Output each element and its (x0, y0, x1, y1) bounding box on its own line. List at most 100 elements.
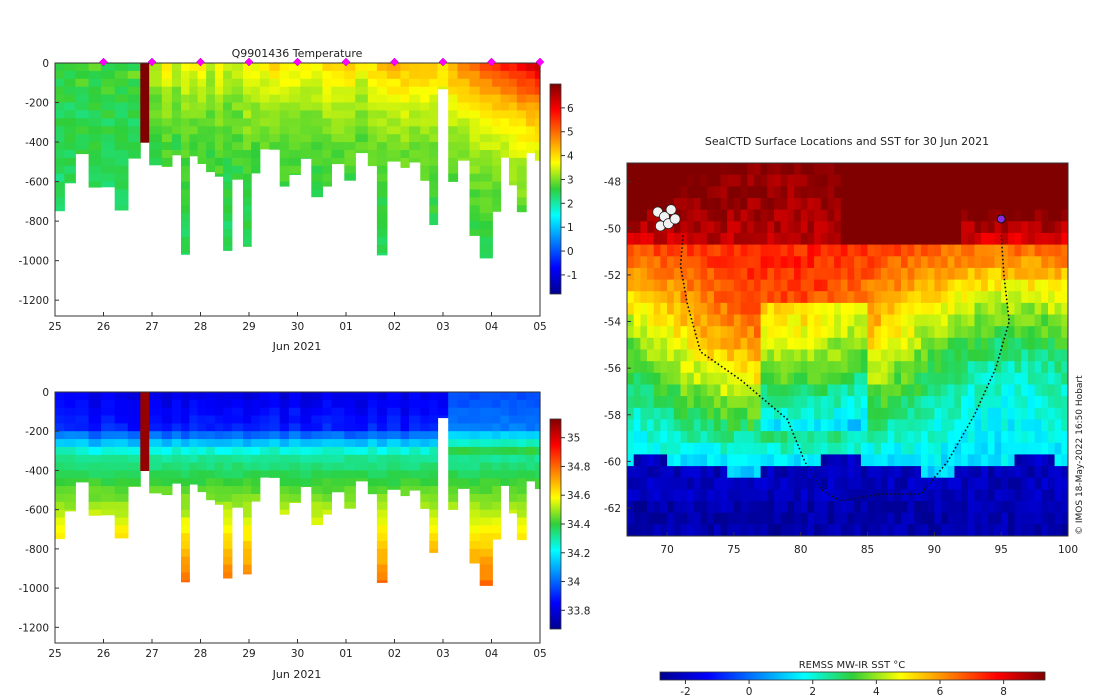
section-cell (181, 392, 190, 401)
sst-cell (887, 524, 895, 536)
section-cell (259, 462, 270, 471)
sst-cell (760, 267, 768, 281)
section-cell (214, 501, 224, 505)
sst-cell (1054, 396, 1062, 409)
x-tick-label: 26 (97, 321, 111, 333)
sst-cell (767, 454, 775, 467)
salinity-cells (55, 392, 541, 586)
sst-cell (967, 407, 975, 420)
sst-cell (834, 174, 842, 187)
sst-cell (947, 372, 955, 385)
sst-cell (974, 163, 982, 176)
section-cell (171, 407, 182, 417)
sst-cell (700, 361, 708, 374)
section-cell (251, 78, 261, 88)
section-cell (251, 462, 261, 471)
sst-cell (687, 256, 695, 269)
section-cell (64, 86, 76, 96)
colorbar-tick-label: 34.6 (567, 490, 591, 502)
section-cell (75, 142, 90, 151)
sst-cell (814, 244, 822, 257)
salinity-x-axis: 25 26 27 28 29 30 01 02 03 04 05 (48, 639, 547, 660)
map-y-tick-label: -60 (604, 456, 621, 468)
sst-cell (827, 326, 835, 339)
section-cell (526, 150, 536, 154)
section-cell (344, 157, 356, 167)
sst-cell (787, 512, 795, 525)
sst-cell (961, 431, 969, 444)
sst-cell (974, 372, 982, 385)
section-cell (206, 102, 216, 111)
section-cell (376, 407, 388, 417)
sst-cell (760, 221, 768, 234)
section-cell (479, 236, 493, 246)
section-cell (171, 86, 182, 96)
section-cell (516, 197, 527, 206)
sst-cell (787, 209, 795, 222)
section-cell (429, 221, 439, 226)
sst-cell (660, 314, 668, 327)
section-cell (479, 213, 493, 222)
sst-cell (947, 198, 955, 211)
sst-cell (814, 337, 822, 350)
sst-cell (633, 256, 641, 269)
section-cell (509, 134, 518, 143)
section-cell (516, 525, 527, 534)
sst-cell (954, 419, 962, 432)
sst-cell (814, 372, 822, 385)
sst-cell (941, 291, 949, 304)
sst-cell (807, 489, 815, 502)
sst-cell (754, 419, 762, 432)
sst-cell (727, 361, 735, 374)
section-cell (101, 494, 116, 503)
sst-cell (1054, 291, 1062, 304)
sst-cell (961, 279, 969, 292)
sst-cell (767, 372, 775, 385)
sst-cell (653, 489, 661, 502)
sst-cell (1021, 337, 1029, 350)
sst-cell (840, 232, 848, 246)
sst-cell (800, 163, 808, 176)
sst-cell (707, 384, 715, 397)
sst-cell (794, 209, 802, 222)
sst-cell (934, 244, 942, 257)
section-cell (288, 470, 301, 479)
sst-cell (1014, 396, 1022, 409)
sst-cell (854, 302, 862, 316)
sst-cell (687, 384, 695, 397)
section-cell (88, 173, 102, 183)
sst-cell (880, 198, 889, 211)
section-cell (243, 517, 252, 526)
sst-cell (907, 279, 915, 292)
section-cell (64, 486, 76, 495)
sst-cell (867, 431, 875, 444)
section-cell (243, 150, 252, 159)
sst-cell (994, 431, 1002, 444)
sst-cell (760, 372, 768, 385)
section-cell (231, 165, 244, 175)
sst-cell (647, 396, 655, 409)
sst-cell (1014, 209, 1022, 222)
sst-cell (1034, 302, 1042, 316)
sst-cell (693, 198, 701, 211)
section-cell (181, 165, 190, 175)
sst-cell (1048, 501, 1056, 514)
sst-cell (667, 174, 675, 187)
sst-cell (707, 396, 715, 409)
colorbar-tick-label: 5 (567, 127, 574, 139)
imos-credit: © IMOS 18-May-2022 16:50 Hobart (1075, 375, 1085, 535)
section-cell (231, 118, 244, 127)
sst-cell (754, 454, 762, 467)
sst-cell (967, 501, 975, 514)
section-cell (75, 70, 90, 80)
sst-cell (934, 349, 942, 362)
section-cell (492, 454, 502, 464)
sst-cell (894, 221, 902, 234)
section-cell (64, 126, 76, 135)
section-cell (75, 126, 90, 135)
sst-cell (1048, 372, 1056, 385)
section-cell (171, 150, 182, 156)
section-cell (376, 431, 388, 440)
sst-cell (927, 477, 935, 490)
sst-cell (1007, 291, 1016, 304)
